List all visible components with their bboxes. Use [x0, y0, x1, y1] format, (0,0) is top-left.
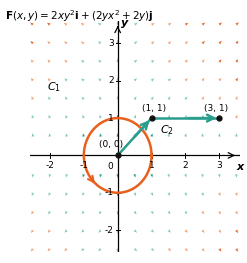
Text: -1: -1	[105, 188, 114, 197]
Text: -1: -1	[79, 161, 88, 170]
Text: (1, 1): (1, 1)	[142, 104, 166, 113]
Text: 2: 2	[108, 76, 114, 85]
Text: 0: 0	[108, 162, 114, 171]
Text: (3, 1): (3, 1)	[204, 104, 228, 113]
Text: -2: -2	[45, 161, 54, 170]
Text: $C_2$: $C_2$	[160, 123, 174, 137]
Text: 3: 3	[216, 161, 222, 170]
Text: (0, 0): (0, 0)	[99, 140, 123, 149]
Text: $C_1$: $C_1$	[47, 80, 61, 94]
Text: 3: 3	[108, 39, 114, 48]
Text: $\mathbf{F}(x, y) = 2xy^2\mathbf{i} + (2yx^2 + 2y)\mathbf{j}$: $\mathbf{F}(x, y) = 2xy^2\mathbf{i} + (2…	[5, 8, 154, 24]
Text: 2: 2	[183, 161, 188, 170]
Text: -2: -2	[105, 226, 114, 235]
Text: x: x	[236, 162, 243, 172]
Text: 1: 1	[149, 161, 154, 170]
Text: y: y	[121, 18, 128, 28]
Text: 1: 1	[108, 114, 114, 123]
